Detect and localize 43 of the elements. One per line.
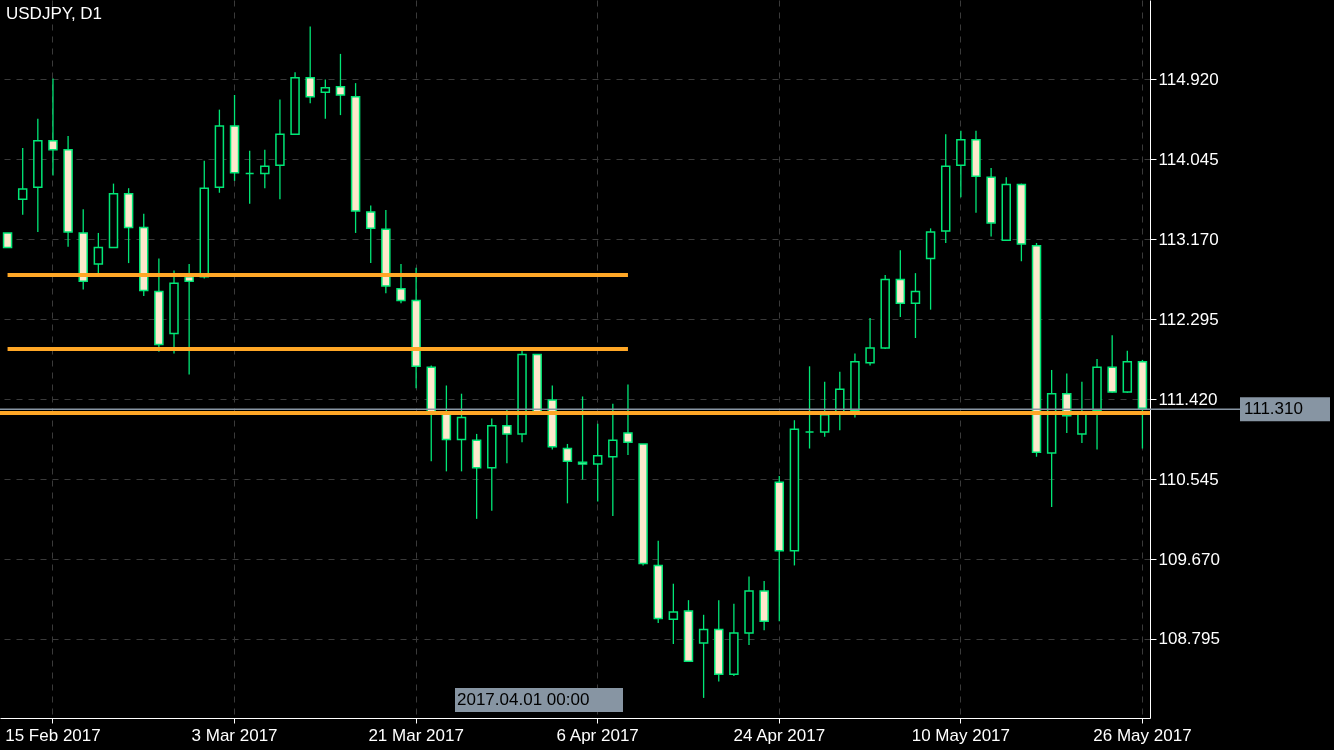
candlestick	[396, 263, 406, 304]
y-tick-label: 108.795	[1158, 629, 1220, 649]
annotation: 2017.04.01 00:00	[457, 690, 590, 709]
candlestick	[910, 272, 921, 339]
candlestick	[365, 204, 376, 264]
x-tick-label: 15 Feb 2017	[5, 725, 101, 745]
candlestick	[1077, 381, 1087, 444]
candlestick	[502, 408, 512, 464]
x-tick-label: 6 Apr 2017	[556, 725, 639, 745]
x-tick-label: 24 Apr 2017	[733, 725, 826, 745]
candlestick	[562, 443, 573, 504]
candlestick	[895, 249, 906, 318]
candlestick	[608, 403, 618, 517]
candlestick	[320, 78, 331, 120]
candlestick	[93, 232, 104, 274]
candlestick	[623, 383, 633, 456]
y-tick-label: 112.295	[1158, 309, 1219, 329]
candlestick	[48, 77, 58, 177]
x-tick-label: 26 May 2017	[1093, 725, 1192, 745]
candlestick	[835, 371, 845, 431]
ref-line-label: 111.310	[1244, 399, 1303, 419]
y-tick-label: 111.420	[1158, 389, 1218, 409]
candlestick	[577, 395, 588, 481]
x-tick-label: 21 Mar 2017	[368, 725, 464, 745]
y-tick-label: 114.920	[1158, 69, 1219, 89]
candlestick	[865, 317, 875, 367]
candlestick	[305, 25, 315, 104]
x-tick-label: 3 Mar 2017	[191, 725, 278, 745]
y-tick-label: 109.670	[1158, 549, 1220, 569]
candlestick	[698, 614, 709, 699]
candlestick	[184, 263, 194, 376]
candlestick	[335, 53, 346, 116]
y-tick-label: 110.545	[1158, 469, 1219, 489]
y-tick-label: 113.170	[1158, 229, 1219, 249]
candlestick	[17, 147, 28, 216]
candlestick	[668, 583, 679, 645]
chart-title: USDJPY, D1	[6, 4, 103, 23]
y-tick-label: 114.045	[1158, 149, 1219, 169]
candlestick	[592, 423, 603, 503]
x-tick-label: 10 May 2017	[911, 725, 1010, 745]
candlestick	[819, 381, 830, 438]
candlestick	[456, 393, 467, 473]
candlestick	[260, 149, 270, 189]
